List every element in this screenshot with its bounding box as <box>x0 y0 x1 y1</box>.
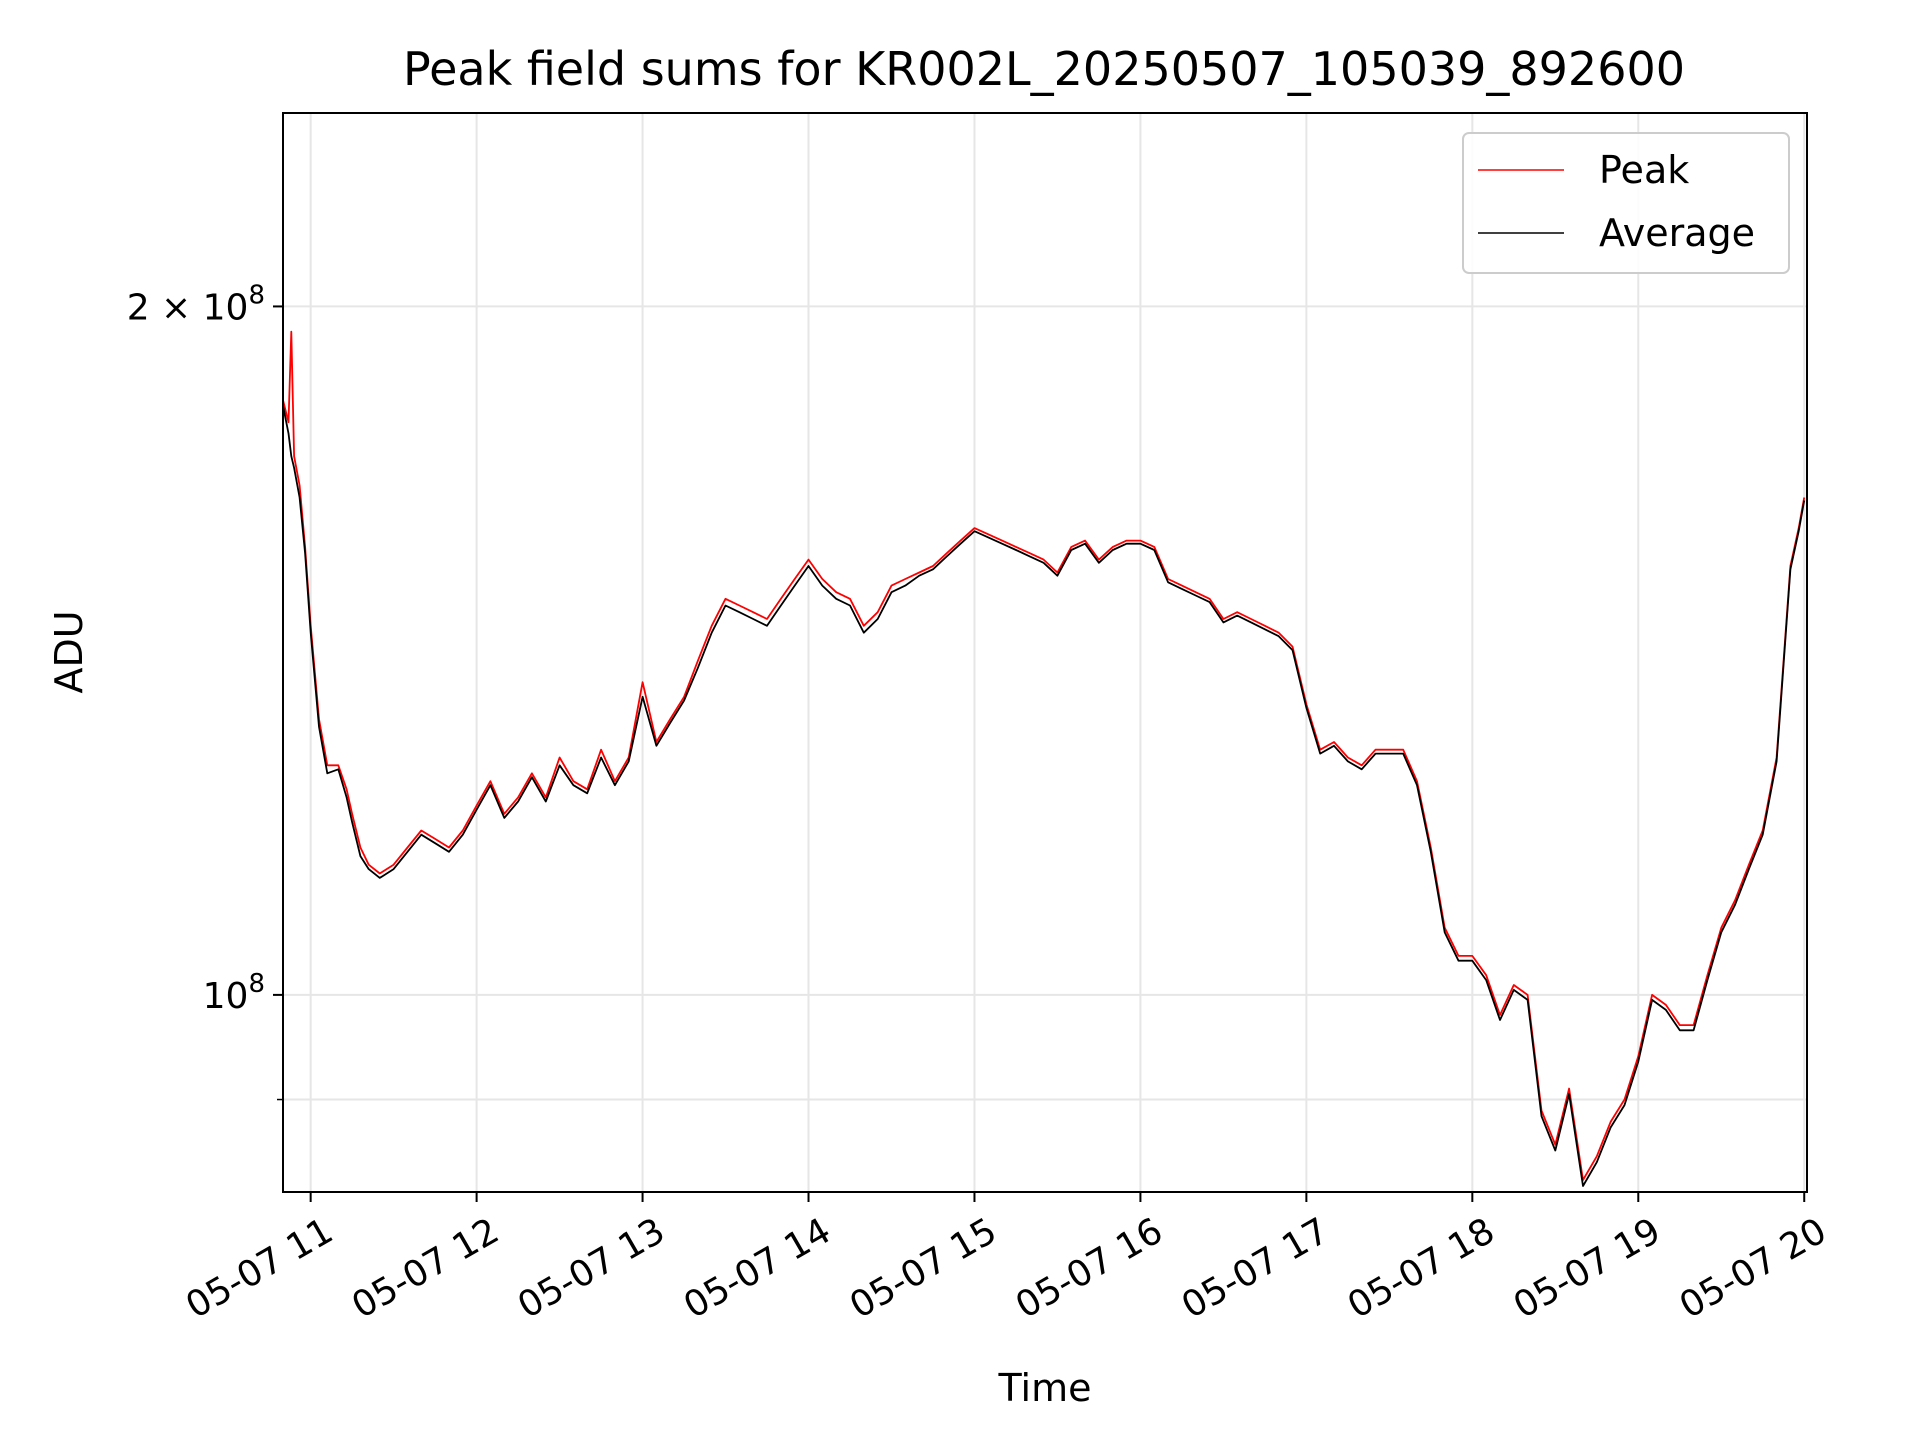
y-axis-label: ADU <box>47 610 91 693</box>
y-axis-ticks: 108 2 × 108 <box>127 280 283 1101</box>
legend-label-peak: Peak <box>1599 148 1689 192</box>
legend-box <box>1462 132 1790 274</box>
series-layer <box>282 330 1806 1187</box>
y-tick-label: 108 <box>203 969 265 1017</box>
grid-lines <box>283 113 1807 1192</box>
legend: Peak Average <box>1462 132 1790 274</box>
y-tick-label: 2 × 108 <box>127 280 265 328</box>
legend-label-average: Average <box>1599 211 1755 255</box>
x-axis-label: Time <box>998 1366 1092 1410</box>
chart-title: Peak field sums for KR002L_20250507_1050… <box>403 42 1685 96</box>
axes-frame <box>282 112 1808 1193</box>
series-line-peak <box>282 330 1806 1181</box>
series-line-average <box>282 405 1806 1187</box>
